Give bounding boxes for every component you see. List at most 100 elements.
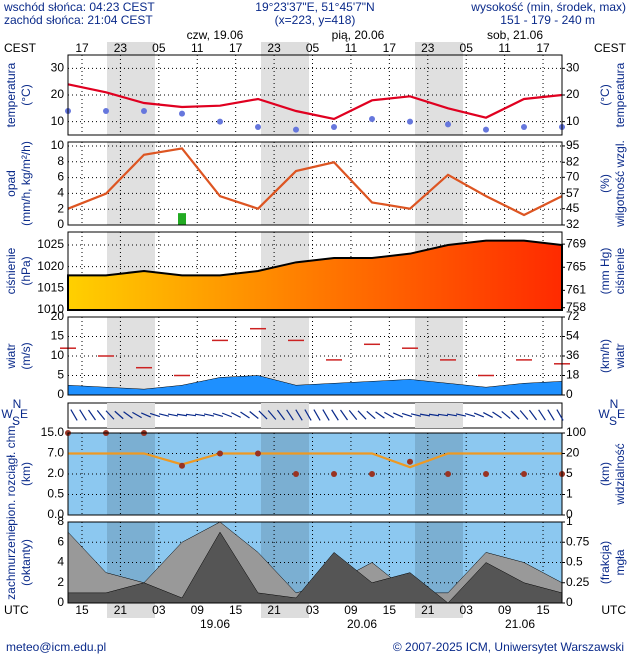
- axis-label: ciśnienie: [613, 247, 627, 294]
- wind-arrow: [331, 409, 339, 421]
- panel-bg: [68, 433, 562, 515]
- y-tick-label: 0: [57, 595, 64, 609]
- series-dot: [483, 471, 489, 477]
- wind-arrow: [132, 411, 142, 419]
- compass-letter: N: [13, 397, 22, 411]
- y2-tick-label: 36: [566, 348, 580, 362]
- compass-letter: W: [598, 407, 610, 421]
- wind-arrow: [384, 411, 394, 419]
- y-tick-label: 1020: [37, 259, 64, 273]
- y2-tick-label: 0.5: [566, 555, 583, 569]
- series-dot: [331, 471, 337, 477]
- series-dot: [369, 471, 375, 477]
- y2-tick-label: 57: [566, 186, 580, 200]
- wind-arrow: [473, 412, 485, 418]
- axis-label: widzialność: [613, 443, 627, 505]
- y2-tick-label: 761: [566, 283, 586, 297]
- series-line: [67, 83, 563, 121]
- axis-label: zachmurzenie: [4, 525, 18, 600]
- sunrise: wschód słońca: 04:23 CEST: [3, 0, 155, 14]
- cest-hour: 23: [267, 41, 281, 55]
- copyright: © 2007-2025 ICM, Uniwersytet Warszawski: [393, 640, 624, 654]
- night-band: [107, 42, 155, 55]
- utc-label: UTC: [601, 603, 626, 617]
- series-dot: [407, 118, 413, 125]
- wind-arrow: [313, 409, 321, 421]
- axis-label: (km): [598, 462, 612, 486]
- panel-bg: [68, 55, 562, 135]
- wind-arrow: [340, 409, 348, 421]
- y2-tick-label: 20: [566, 446, 580, 460]
- cest-hour: 05: [152, 41, 166, 55]
- y2-tick-label: 5: [566, 466, 573, 480]
- compass-letter: W: [1, 407, 13, 421]
- y2-tick-label: 1: [566, 487, 573, 501]
- utc-hour: 21: [267, 603, 281, 617]
- utc-hour: 03: [152, 603, 166, 617]
- y2-tick-label: 95: [566, 138, 580, 152]
- y-tick-label: 4: [57, 555, 64, 569]
- series-dot: [255, 450, 261, 457]
- utc-hour: 09: [191, 603, 205, 617]
- wind-arrow: [492, 411, 502, 419]
- night-band: [261, 42, 309, 55]
- y2-tick-label: 0: [566, 595, 573, 609]
- panel-frame: [67, 231, 563, 311]
- axis-label: (km/h): [598, 339, 612, 373]
- panel-bg: [68, 317, 562, 395]
- y2-tick-label: 32: [566, 217, 580, 231]
- y-tick-label: 2.0: [47, 466, 64, 480]
- wind-arrow: [96, 409, 106, 421]
- grid-point: (x=223, y=418): [275, 13, 356, 27]
- y2-tick-label: 0.25: [566, 575, 590, 589]
- wind-arrow: [528, 409, 538, 421]
- utc-hour: 15: [536, 603, 550, 617]
- panel-frame: [67, 54, 563, 136]
- utc-hour: 15: [383, 603, 397, 617]
- axis-label: temperatura: [613, 62, 627, 127]
- wind-arrow: [88, 409, 96, 421]
- panel-bg: [68, 142, 562, 225]
- wind-arrow: [556, 409, 564, 421]
- day-label: czw, 19.06: [187, 28, 244, 42]
- day-label: sob, 21.06: [487, 28, 543, 42]
- y-tick-label: 1015: [37, 281, 64, 295]
- series-dot: [293, 471, 299, 477]
- utc-hour: 15: [75, 603, 89, 617]
- wind-arrow: [392, 412, 404, 418]
- y-tick-label: 30: [51, 61, 65, 75]
- wind-arrow: [510, 410, 520, 420]
- wind-arrow: [547, 409, 555, 421]
- series-dot: [407, 458, 413, 465]
- wind-arrow: [375, 411, 385, 419]
- y2-tick-label: 70: [566, 169, 580, 183]
- y2-tick-label: 100: [566, 425, 586, 439]
- wind-arrow: [258, 410, 268, 420]
- wind-arrow: [158, 413, 170, 417]
- night-band: [107, 603, 155, 618]
- y2-tick-label: 72: [566, 309, 580, 323]
- axis-label: wilgotność wzgl.: [613, 140, 627, 228]
- panel-frame: [67, 521, 563, 604]
- wind-arrow: [203, 413, 215, 417]
- y2-tick-label: 0: [566, 507, 573, 521]
- wind-arrow: [366, 410, 376, 420]
- y2-tick-label: 20: [566, 87, 580, 101]
- axis-label: (°C): [19, 84, 33, 105]
- y2-tick-label: 0: [566, 387, 573, 401]
- y-tick-label: 1025: [37, 237, 64, 251]
- series-dot: [521, 124, 527, 130]
- y-tick-label: 10: [51, 348, 65, 362]
- series-line: [68, 452, 562, 469]
- utc-hour: 03: [460, 603, 474, 617]
- wind-arrow: [221, 412, 233, 418]
- wind-arrow: [240, 411, 250, 419]
- wind-arrow: [357, 410, 367, 420]
- wind-arrow: [419, 413, 431, 417]
- y-tick-label: 0.0: [47, 507, 64, 521]
- axis-label: (hPa): [19, 256, 33, 285]
- night-band: [415, 433, 463, 515]
- axis-label: (km): [19, 462, 33, 486]
- night-band: [107, 433, 155, 515]
- coords: 19°23'37"E, 51°45'7"N: [255, 0, 374, 14]
